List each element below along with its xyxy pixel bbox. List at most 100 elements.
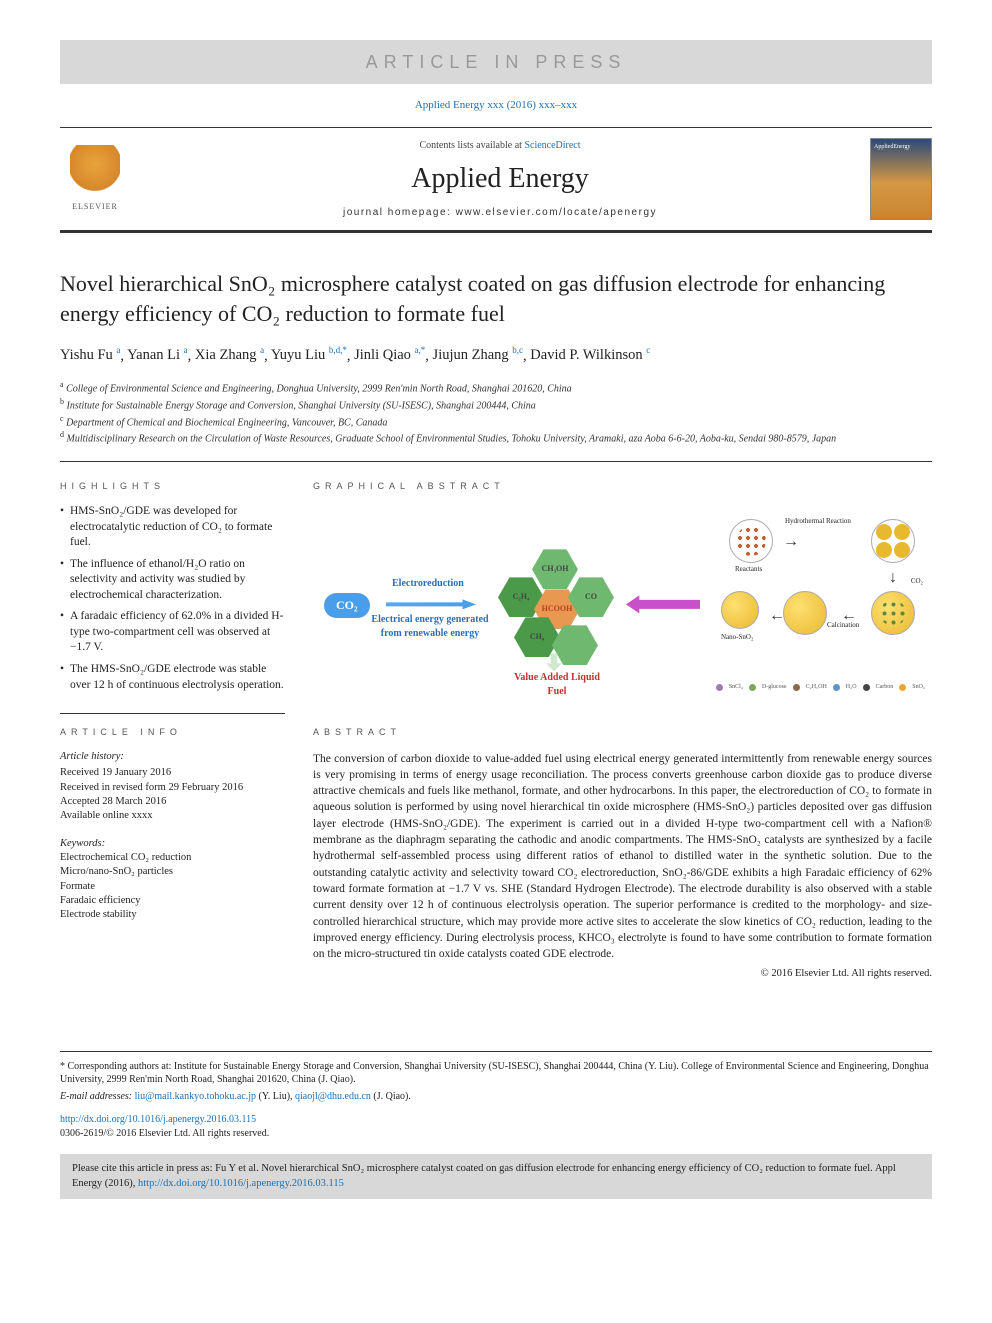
author: David P. Wilkinson c: [530, 347, 650, 363]
keyword: Micro/nano-SnO₂ particles: [60, 865, 285, 879]
ga-ball-composite: [871, 591, 915, 635]
highlight-item: A faradaic efficiency of 62.0% in a divi…: [60, 609, 285, 656]
journal-name: Applied Energy: [130, 160, 870, 198]
history-line: Available online xxxx: [60, 809, 285, 823]
graphical-abstract: CO₂ Electroreduction Electrical energy g…: [313, 504, 932, 712]
article-in-press-banner: ARTICLE IN PRESS: [60, 40, 932, 84]
email-link[interactable]: liu@mail.kankyo.tohoku.ac.jp: [135, 1091, 256, 1102]
abstract-text: The conversion of carbon dioxide to valu…: [313, 751, 932, 963]
author: Yanan Li a: [127, 347, 188, 363]
highlight-item: The HMS-SnO₂/GDE electrode was stable ov…: [60, 662, 285, 693]
legend-dot: [749, 684, 756, 691]
article-history-label: Article history:: [60, 750, 285, 764]
legend-dot: [793, 684, 800, 691]
highlights-heading: HIGHLIGHTS: [60, 480, 285, 492]
journal-reference: Applied Energy xxx (2016) xxx–xxx: [60, 84, 932, 127]
ga-hexagon-cluster: CH₃OH C₂H₄ HCOOH CO CH₄: [490, 549, 620, 669]
ga-co2-small-label: CO₂: [911, 577, 923, 586]
copyright-line: © 2016 Elsevier Ltd. All rights reserved…: [313, 967, 932, 981]
author: Jiujun Zhang b,c: [433, 347, 524, 363]
article-history-dates: Received 19 January 2016Received in revi…: [60, 766, 285, 823]
graphical-abstract-heading: GRAPHICAL ABSTRACT: [313, 480, 932, 492]
affiliation: a College of Environmental Science and E…: [60, 380, 932, 396]
highlights-list: HMS-SnO₂/GDE was developed for electroca…: [60, 504, 285, 693]
keyword: Electrode stability: [60, 908, 285, 922]
ga-electroreduction-label: Electroreduction: [392, 577, 464, 591]
ga-arrow-blue: [386, 599, 476, 609]
ga-ball-cluster: [871, 519, 915, 563]
legend-dot: [863, 684, 870, 691]
citation-box: Please cite this article in press as: Fu…: [60, 1154, 932, 1198]
abstract-heading: ABSTRACT: [313, 726, 932, 738]
contents-prefix: Contents lists available at: [419, 140, 524, 151]
journal-homepage: journal homepage: www.elsevier.com/locat…: [130, 206, 870, 220]
legend-dot: [716, 684, 723, 691]
legend-label: Carbon: [876, 683, 894, 691]
ga-calcination-label: Calcination: [827, 621, 859, 630]
journal-cover-thumbnail: [870, 138, 932, 220]
elsevier-text: ELSEVIER: [72, 202, 118, 213]
ga-arrow-2: ↓: [889, 567, 897, 589]
journal-header: ELSEVIER Contents lists available at Sci…: [60, 127, 932, 233]
keywords-label: Keywords:: [60, 837, 285, 851]
homepage-prefix: journal homepage:: [343, 207, 456, 218]
highlight-item: HMS-SnO₂/GDE was developed for electroca…: [60, 504, 285, 551]
legend-label: SnCl₄: [729, 683, 743, 691]
legend-dot: [899, 684, 906, 691]
elsevier-tree-icon: [70, 145, 120, 200]
legend-dot: [833, 684, 840, 691]
author: Xia Zhang a: [195, 347, 264, 363]
issn-copyright: 0306-2619/© 2016 Elsevier Ltd. All right…: [60, 1128, 269, 1139]
ga-hydrothermal-label: Hydrothermal Reaction: [785, 517, 851, 526]
article-title: Novel hierarchical SnO₂ microsphere cata…: [60, 269, 932, 328]
affiliation: b Institute for Sustainable Energy Stora…: [60, 397, 932, 413]
footnotes: * Corresponding authors at: Institute fo…: [60, 1051, 932, 1141]
affiliations: a College of Environmental Science and E…: [60, 380, 932, 462]
doi-link[interactable]: http://dx.doi.org/10.1016/j.apenergy.201…: [60, 1114, 256, 1125]
ga-energy-label: Electrical energy generated from renewab…: [370, 613, 490, 640]
ga-nano-label: Nano-SnO₂: [721, 633, 753, 642]
affiliation: d Multidisciplinary Research on the Circ…: [60, 430, 932, 446]
sciencedirect-link[interactable]: ScienceDirect: [524, 140, 580, 151]
homepage-url[interactable]: www.elsevier.com/locate/apenergy: [456, 207, 657, 218]
email-link[interactable]: qiaojl@dhu.edu.cn: [295, 1091, 371, 1102]
keyword: Faradaic efficiency: [60, 894, 285, 908]
contents-available-line: Contents lists available at ScienceDirec…: [130, 139, 870, 153]
ga-ball-yellow: [783, 591, 827, 635]
author: Yishu Fu a: [60, 347, 120, 363]
ga-value-added-label: Value Added Liquid Fuel: [512, 671, 602, 698]
affiliation: c Department of Chemical and Biochemical…: [60, 414, 932, 430]
ga-hex-ch3oh: CH₃OH: [532, 549, 578, 589]
article-info-block: ARTICLE INFO Article history: Received 1…: [60, 713, 285, 922]
history-line: Received in revised form 29 February 201…: [60, 781, 285, 795]
ga-arrow-4: ←: [769, 605, 785, 627]
ga-hex-blank: [552, 625, 598, 665]
ga-ball-nano: [721, 591, 759, 629]
graphical-abstract-image: CO₂ Electroreduction Electrical energy g…: [314, 513, 931, 693]
highlight-item: The influence of ethanol/H₂O ratio on se…: [60, 557, 285, 604]
cite-doi-link[interactable]: http://dx.doi.org/10.1016/j.apenergy.201…: [138, 1178, 344, 1189]
keyword: Electrochemical CO₂ reduction: [60, 851, 285, 865]
author-list: Yishu Fu a, Yanan Li a, Xia Zhang a, Yuy…: [60, 345, 932, 366]
email-addresses: E-mail addresses: liu@mail.kankyo.tohoku…: [60, 1090, 932, 1104]
legend-label: H₂O: [846, 683, 857, 691]
ga-legend: SnCl₄ D-glucose C₂H₅OH H₂O Carbon SnO₂: [716, 683, 925, 691]
ga-co2-pill: CO₂: [324, 593, 370, 617]
keyword: Formate: [60, 880, 285, 894]
history-line: Accepted 28 March 2016: [60, 795, 285, 809]
ga-synthesis-circles: → Hydrothermal Reaction Reactants ↓ CO₂: [721, 513, 931, 693]
email-label: E-mail addresses:: [60, 1091, 135, 1102]
article-info-heading: ARTICLE INFO: [60, 726, 285, 738]
ga-magenta-arrow: [626, 595, 700, 613]
legend-label: D-glucose: [762, 683, 787, 691]
legend-label: C₂H₅OH: [806, 683, 827, 691]
author: Jinli Qiao a,*: [354, 347, 425, 363]
ga-arrow-1: →: [783, 531, 799, 553]
legend-label: SnO₂: [912, 683, 925, 691]
history-line: Received 19 January 2016: [60, 766, 285, 780]
ga-reactants-label: Reactants: [735, 565, 762, 574]
elsevier-logo: ELSEVIER: [60, 139, 130, 219]
corresponding-authors: * Corresponding authors at: Institute fo…: [60, 1060, 932, 1087]
keywords-list: Electrochemical CO₂ reductionMicro/nano-…: [60, 851, 285, 922]
author: Yuyu Liu b,d,*: [271, 347, 347, 363]
